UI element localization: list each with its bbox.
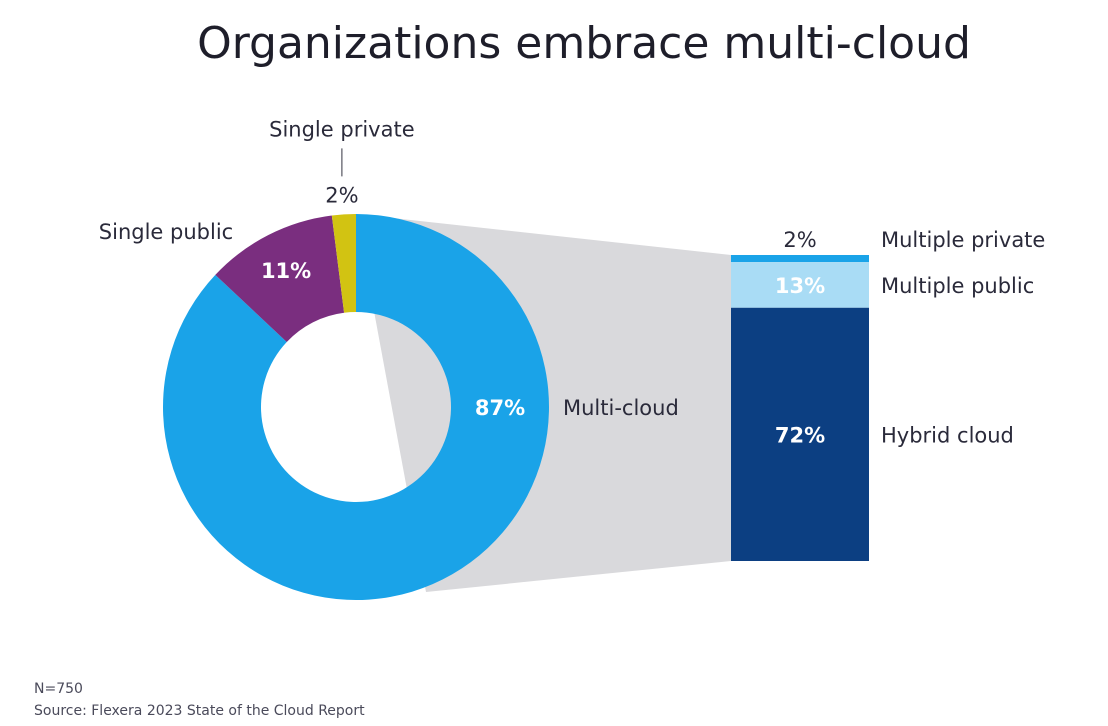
segment-label-hybrid-cloud: Hybrid cloud: [881, 423, 1014, 447]
slice-value-multi-cloud: 87%: [475, 396, 525, 420]
segment-value-hybrid-cloud: 72%: [775, 423, 825, 447]
segment-label-multiple-public: Multiple public: [881, 274, 1034, 298]
segment-multiple-public: [731, 262, 869, 308]
donut: [162, 214, 549, 600]
slice-single-private: [331, 214, 356, 313]
slice-label-multi-cloud: Multi-cloud: [563, 396, 679, 420]
chart-labels: 2% Multiple private 13% Multiple public 72% H…: [99, 117, 1046, 447]
slice-value-single-private: 2%: [325, 183, 358, 207]
segment-value-multiple-public: 13%: [775, 274, 825, 298]
footnote-source: Source: Flexera 2023 State of the Cloud …: [34, 703, 365, 719]
segment-value-multiple-private: 2%: [783, 228, 816, 252]
segment-label-multiple-private: Multiple private: [881, 228, 1045, 252]
segment-hybrid-cloud: [731, 307, 869, 561]
chart-title: Organizations embrace multi-cloud: [197, 18, 971, 69]
slice-value-single-public: 11%: [261, 259, 311, 283]
breakdown-stack: [731, 255, 869, 561]
slice-label-single-public: Single public: [99, 220, 233, 244]
footnote-n: N=750: [34, 681, 83, 697]
slice-multi-cloud: [162, 214, 549, 600]
segment-multiple-private: [731, 255, 869, 263]
slice-label-single-private: Single private: [269, 117, 414, 141]
slice-single-public: [215, 215, 345, 342]
